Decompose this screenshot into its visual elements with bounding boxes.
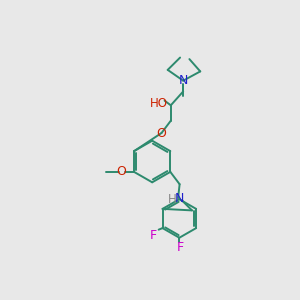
Text: HO: HO (149, 97, 167, 110)
Text: N: N (178, 74, 188, 87)
Text: N: N (175, 192, 184, 205)
Text: H: H (167, 193, 176, 206)
Text: F: F (150, 229, 157, 242)
Text: O: O (156, 127, 166, 140)
Text: F: F (176, 241, 184, 254)
Text: O: O (117, 165, 127, 178)
